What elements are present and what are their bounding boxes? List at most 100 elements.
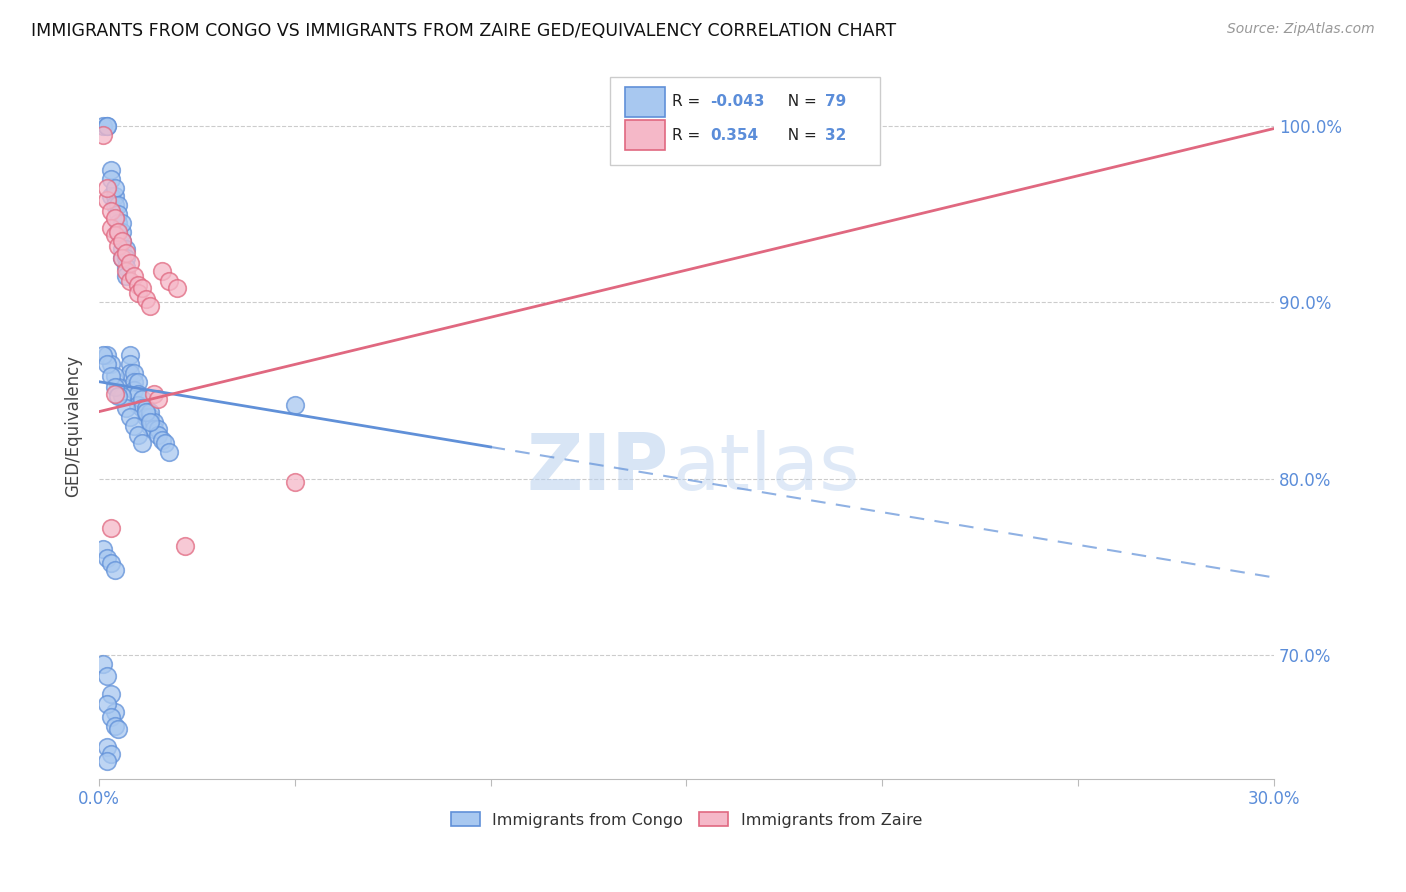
Point — [150, 433, 173, 447]
Point — [122, 375, 145, 389]
Text: R =: R = — [672, 128, 710, 143]
Point — [115, 268, 138, 283]
Point — [122, 418, 145, 433]
FancyBboxPatch shape — [626, 87, 665, 117]
Point — [103, 211, 125, 225]
Point — [100, 687, 122, 701]
Point — [122, 384, 145, 398]
Text: N =: N = — [778, 95, 821, 110]
Point — [107, 198, 129, 212]
Point — [96, 669, 118, 683]
Point — [115, 246, 138, 260]
Point — [91, 657, 114, 671]
Point — [131, 401, 153, 416]
Point — [100, 357, 122, 371]
Point — [120, 256, 142, 270]
Point — [131, 392, 153, 407]
Point — [120, 357, 142, 371]
Point — [142, 387, 165, 401]
Point — [107, 389, 129, 403]
Point — [103, 563, 125, 577]
Point — [142, 422, 165, 436]
Text: 32: 32 — [825, 128, 846, 143]
Point — [103, 705, 125, 719]
Y-axis label: GED/Equivalency: GED/Equivalency — [65, 355, 82, 497]
Point — [139, 405, 162, 419]
Point — [111, 251, 134, 265]
Point — [107, 239, 129, 253]
Text: 79: 79 — [825, 95, 846, 110]
Point — [146, 422, 169, 436]
Point — [103, 380, 125, 394]
Point — [115, 251, 138, 265]
Point — [131, 436, 153, 450]
Point — [120, 348, 142, 362]
Point — [120, 366, 142, 380]
Point — [100, 369, 122, 384]
Point — [103, 189, 125, 203]
Point — [150, 263, 173, 277]
Point — [107, 722, 129, 736]
Point — [96, 754, 118, 768]
Point — [139, 409, 162, 424]
Point — [96, 119, 118, 133]
Point — [91, 128, 114, 142]
Point — [166, 281, 188, 295]
Point — [146, 427, 169, 442]
Point — [142, 415, 165, 429]
Point — [91, 348, 114, 362]
Point — [111, 389, 134, 403]
Point — [127, 427, 149, 442]
Point — [100, 203, 122, 218]
Text: 0.354: 0.354 — [710, 128, 758, 143]
Point — [135, 292, 157, 306]
Point — [100, 163, 122, 178]
Point — [127, 277, 149, 292]
Point — [120, 409, 142, 424]
Point — [111, 243, 134, 257]
Point — [127, 375, 149, 389]
Point — [100, 557, 122, 571]
Point — [107, 225, 129, 239]
Point — [111, 216, 134, 230]
Point — [100, 521, 122, 535]
Text: IMMIGRANTS FROM CONGO VS IMMIGRANTS FROM ZAIRE GED/EQUIVALENCY CORRELATION CHART: IMMIGRANTS FROM CONGO VS IMMIGRANTS FROM… — [31, 22, 896, 40]
Point — [127, 398, 149, 412]
Point — [135, 405, 157, 419]
Point — [127, 286, 149, 301]
Point — [100, 221, 122, 235]
Point — [127, 387, 149, 401]
Point — [115, 263, 138, 277]
Point — [100, 189, 122, 203]
Point — [122, 366, 145, 380]
Text: ZIP: ZIP — [526, 430, 669, 506]
Point — [135, 401, 157, 416]
Point — [111, 234, 134, 248]
Point — [111, 225, 134, 239]
Point — [100, 171, 122, 186]
Point — [100, 747, 122, 761]
Text: Source: ZipAtlas.com: Source: ZipAtlas.com — [1227, 22, 1375, 37]
Point — [100, 710, 122, 724]
Point — [107, 380, 129, 394]
Legend: Immigrants from Congo, Immigrants from Zaire: Immigrants from Congo, Immigrants from Z… — [444, 805, 928, 834]
Point — [139, 418, 162, 433]
Point — [131, 281, 153, 295]
Point — [96, 348, 118, 362]
Point — [103, 387, 125, 401]
Point — [115, 260, 138, 274]
Point — [754, 140, 776, 154]
Point — [139, 299, 162, 313]
Text: atlas: atlas — [672, 430, 860, 506]
Point — [103, 180, 125, 194]
Point — [96, 193, 118, 207]
Point — [103, 369, 125, 384]
Point — [103, 198, 125, 212]
Point — [146, 392, 169, 407]
Text: R =: R = — [672, 95, 706, 110]
Point — [96, 357, 118, 371]
FancyBboxPatch shape — [626, 120, 665, 150]
Point — [111, 251, 134, 265]
Point — [284, 398, 307, 412]
Point — [135, 409, 157, 424]
